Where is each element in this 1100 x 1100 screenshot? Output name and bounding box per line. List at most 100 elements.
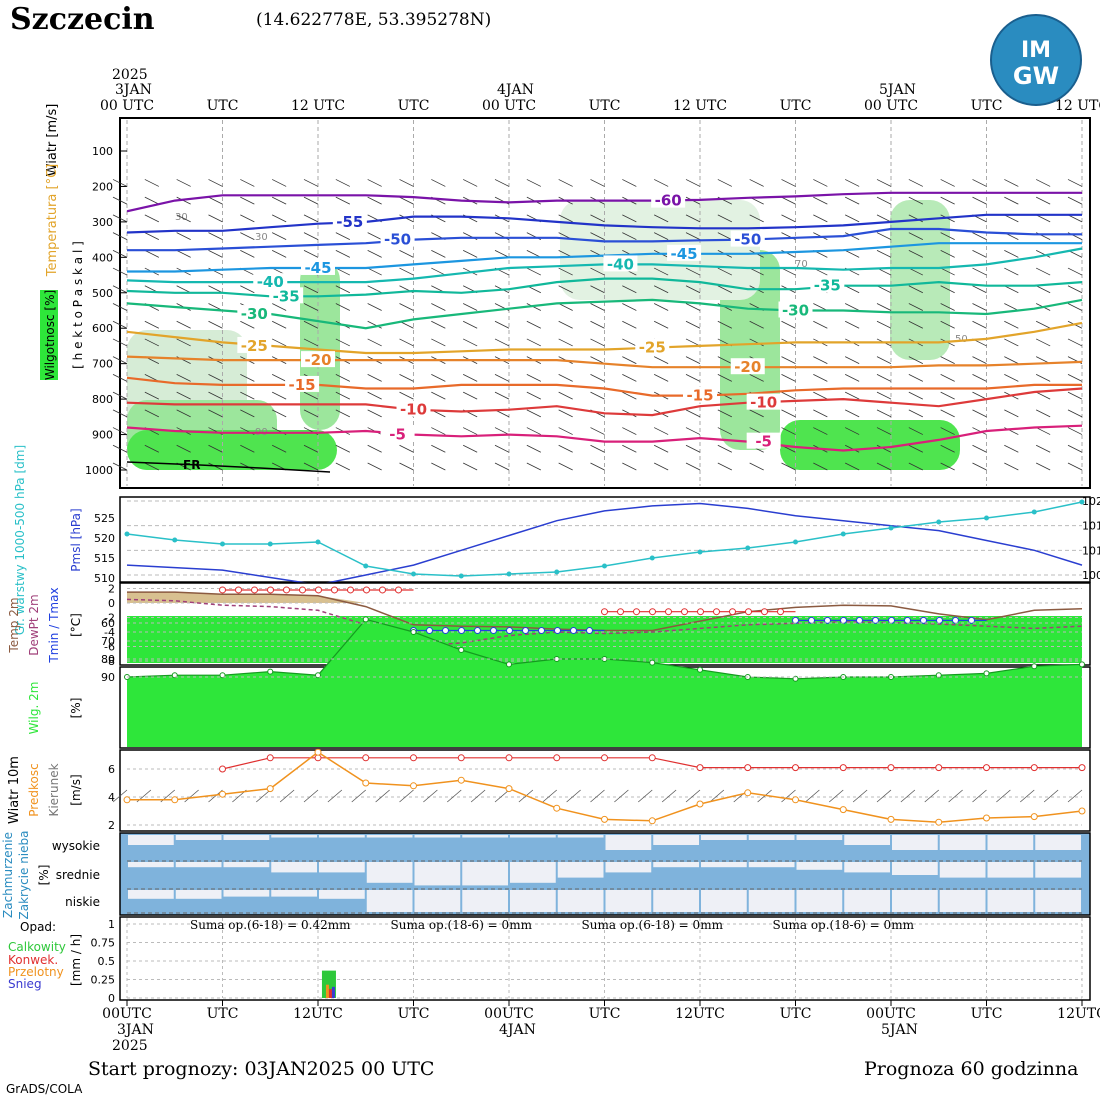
top-year-label: 2025 xyxy=(112,67,148,83)
isotherm-label: -10 xyxy=(400,401,427,419)
upper-wind-barb xyxy=(590,338,605,347)
upper-wind-barb xyxy=(208,444,223,453)
upper-wind-barb xyxy=(717,285,733,294)
upper-wind-barb xyxy=(622,391,637,400)
wind-dir-marker xyxy=(362,754,370,762)
cloud-gap-bar xyxy=(175,835,222,840)
upper-wind-barb xyxy=(972,356,987,365)
upper-wind-barb xyxy=(144,444,160,453)
isotherm-label: -20 xyxy=(304,351,331,369)
upper-wind-barb xyxy=(749,267,764,276)
isotherm-label-bg xyxy=(253,273,288,290)
upper-wind-barb xyxy=(876,427,892,435)
upper-wind-barb xyxy=(558,338,573,347)
upper-wind-barb xyxy=(844,196,860,205)
cloud-gap-bar xyxy=(462,890,508,912)
upper-wind-barb xyxy=(399,391,414,400)
wind-speed-marker xyxy=(362,779,370,787)
humidity-marker xyxy=(458,647,465,653)
humidity-contour-label: 50 xyxy=(955,334,968,345)
upper-wind-barb xyxy=(494,444,510,453)
isotherm-label-bg xyxy=(651,191,686,208)
upper-wind-barb xyxy=(653,285,669,294)
wind-speed-marker xyxy=(1078,807,1086,815)
upper-wind-barb xyxy=(112,356,128,365)
upper-wind-barb xyxy=(558,214,573,223)
upper-wind-barb xyxy=(622,338,637,347)
upper-wind-barb xyxy=(622,356,637,365)
upper-wind-barb xyxy=(335,232,351,240)
wind-tick-label: 4 xyxy=(108,791,115,804)
pressure-tick-label: 400 xyxy=(92,251,113,264)
wind-speed-marker xyxy=(935,818,943,826)
upper-wind-barb xyxy=(399,267,414,276)
upper-wind-barb xyxy=(1067,444,1083,453)
upper-wind-barb xyxy=(208,409,223,418)
precip-tick-label: 0.75 xyxy=(91,937,116,950)
top-date-label: 5JAN xyxy=(879,82,916,98)
upper-wind-barb xyxy=(781,391,796,400)
upper-wind-barb xyxy=(717,444,733,453)
isotherm-label: -10 xyxy=(750,394,777,412)
upper-wind-barb xyxy=(303,249,319,258)
upper-wind-barb xyxy=(208,374,223,382)
upper-wind-barb xyxy=(908,179,924,187)
upper-wind-barb xyxy=(1067,267,1083,276)
freezing-level-label: FR xyxy=(183,458,200,472)
surface-wind-barb xyxy=(828,789,844,803)
bottom-time-label: UTC xyxy=(971,1006,1003,1022)
upper-wind-barb xyxy=(240,285,255,294)
upper-wind-barb xyxy=(144,320,160,329)
precip-convective-legend: Konwek. xyxy=(8,953,58,967)
humidity-marker xyxy=(983,670,990,677)
upper-wind-barb xyxy=(208,285,223,294)
isotherm-label-bg xyxy=(730,358,765,375)
cloud-gap-bar xyxy=(366,862,413,883)
bottom-time-label: UTC xyxy=(207,1006,239,1022)
surface-wind-barb xyxy=(1067,789,1083,803)
upper-wind-barb xyxy=(112,214,128,223)
cloud-gap-bar xyxy=(892,890,938,912)
thickness-marker xyxy=(936,519,942,525)
upper-wind-barb xyxy=(940,427,955,435)
upper-wind-barb xyxy=(1004,409,1019,418)
upper-wind-barb xyxy=(431,391,446,400)
bottom-time-label: 00UTC xyxy=(484,1006,534,1022)
upper-wind-barb xyxy=(240,179,255,187)
upper-wind-barb xyxy=(176,374,191,382)
humidity-marker xyxy=(219,672,226,679)
upper-wind-barb xyxy=(399,179,414,187)
isotherm-line xyxy=(126,321,1083,355)
cloud-gap-bar xyxy=(987,862,1034,878)
cloud-cover-sublabel: Zakrycie nieba xyxy=(17,831,31,920)
upper-wind-barb xyxy=(908,285,924,294)
top-date-label: 3JAN xyxy=(115,82,152,98)
thickness-marker xyxy=(649,555,655,561)
upper-wind-barb xyxy=(940,303,955,311)
isotherm-label: -40 xyxy=(257,273,284,291)
tmax-marker xyxy=(697,608,704,616)
pmsl-tick-label: 1010 xyxy=(1082,544,1100,557)
upper-wind-barb xyxy=(303,232,319,240)
cloud-gap-bar xyxy=(892,862,938,875)
station-coordinates: (14.622778E, 53.395278N) xyxy=(256,10,492,30)
upper-wind-barb xyxy=(176,214,191,223)
upper-wind-barb xyxy=(844,303,860,311)
cloud-gap-bar xyxy=(605,835,652,850)
upper-wind-barb xyxy=(1035,214,1051,223)
upper-wind-barb xyxy=(1035,427,1051,435)
isotherm-label-bg xyxy=(746,432,781,449)
wind-dir-marker xyxy=(601,754,608,762)
humidity-shade xyxy=(780,420,960,470)
upper-wind-barb xyxy=(717,356,733,365)
upper-wind-barb xyxy=(781,196,796,205)
tmin-marker xyxy=(586,627,593,635)
isotherm-label-bg xyxy=(396,400,431,417)
thickness-marker xyxy=(172,537,178,543)
wind-dir-marker xyxy=(1078,764,1086,772)
upper-wind-barb xyxy=(1067,374,1083,382)
upper-wind-barb xyxy=(749,214,764,223)
tmax-marker xyxy=(347,586,354,594)
upper-wind-barb xyxy=(940,267,955,276)
top-time-label: UTC xyxy=(780,98,812,114)
